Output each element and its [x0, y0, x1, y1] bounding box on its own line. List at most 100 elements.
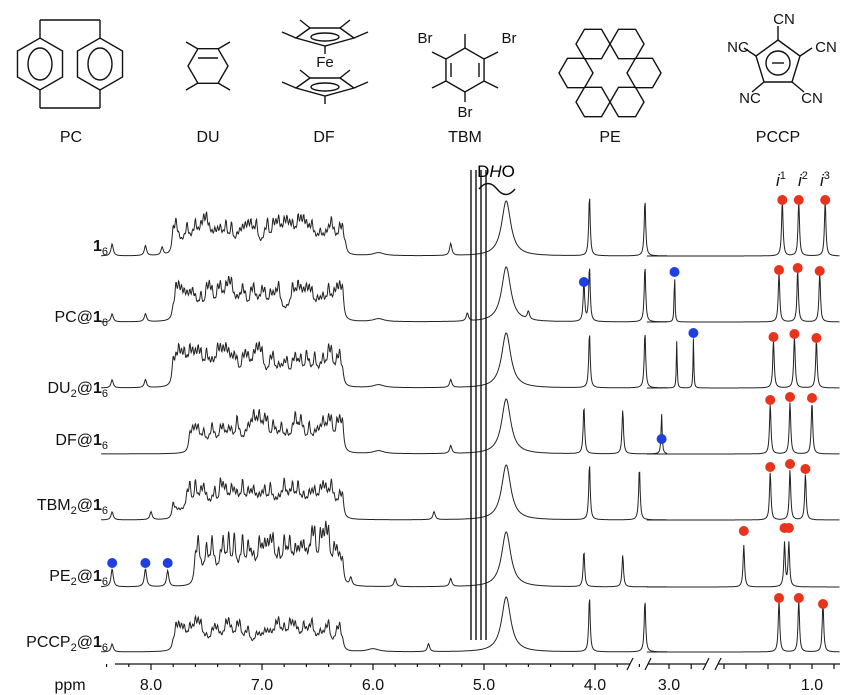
chemical-structures: [16, 19, 813, 118]
trace-2-panel-1: [646, 338, 719, 389]
peak-marker: [107, 558, 118, 568]
pccp-cn-label: CN: [773, 11, 795, 28]
df-cp-aromatic: [310, 82, 340, 92]
df-cp-ring: [294, 77, 356, 97]
peak-marker: [738, 526, 749, 536]
peak-marker: [818, 599, 828, 609]
trace-label-pe: PE2@16: [49, 568, 108, 588]
pe-ring: [558, 57, 594, 89]
trace-label-pccp: PCCP2@16: [26, 634, 108, 654]
abbr-df: DF: [313, 129, 335, 146]
trace-0-panel-2: [718, 200, 840, 257]
tick-label-3: 3.0: [658, 677, 680, 694]
pccp-cn-label: NC: [739, 90, 761, 107]
trace-4-panel-0: [101, 464, 668, 521]
peak-marker: [793, 593, 804, 603]
peak-marker: [785, 459, 795, 469]
axis-unit: ppm: [54, 677, 85, 694]
trace-label-tbm: TBM2@16: [37, 497, 108, 517]
tbm-br-label: Br: [502, 30, 517, 47]
abbr-pe: PE: [599, 129, 620, 146]
tick-label-4: 4.0: [584, 677, 606, 694]
df-methyl: [353, 81, 369, 89]
pccp-ring: [755, 39, 801, 83]
peak-marker: [793, 195, 804, 205]
trace-1-panel-2: [718, 271, 840, 323]
trace-label-du: DU2@16: [47, 380, 108, 400]
peak-marker: [807, 393, 817, 403]
trace-label-df: DF@16: [55, 432, 108, 452]
pccp-cn-bond: [743, 47, 757, 57]
peak-marker: [578, 277, 589, 287]
pccp-charge-circle: [765, 50, 791, 76]
abbr-pccp: PCCP: [756, 129, 800, 146]
peak-marker: [774, 265, 784, 275]
df-cp-ring: [294, 27, 356, 47]
df-methyl: [339, 69, 351, 79]
trace-label-pc: PC@16: [55, 309, 109, 329]
peak-marker: [765, 462, 776, 472]
axis-break: [714, 657, 722, 671]
tick-label-1: 1.0: [801, 677, 823, 694]
trace-2-panel-0: [101, 332, 668, 389]
peak-marker: [669, 267, 680, 277]
trace-1-panel-1: [646, 279, 719, 323]
tick-label-6: 6.0: [362, 677, 384, 694]
peak-marker: [785, 392, 795, 402]
pccp-cn-bond: [751, 81, 765, 93]
abbr-du: DU: [196, 129, 219, 146]
tbm-methyl: [483, 80, 499, 89]
axis-break: [702, 657, 710, 671]
du-methyl: [217, 82, 231, 91]
peak-marker: [774, 593, 784, 603]
df-methyl: [281, 81, 297, 89]
axis-break: [644, 657, 652, 671]
peak-marker: [800, 464, 811, 474]
pe-ring: [609, 28, 645, 60]
du-methyl: [185, 41, 199, 50]
df-methyl: [299, 19, 311, 29]
df-methyl: [281, 31, 297, 39]
pccp-cn-label: CN: [801, 90, 823, 107]
pccp-cn-bond: [791, 81, 805, 93]
axis-break: [626, 657, 634, 671]
axis-labels: ppm 8.0 7.0 6.0 5.0 4.0 3.0 1.0: [54, 677, 823, 694]
peak-marker: [765, 395, 776, 405]
peak-marker: [656, 434, 667, 444]
trace-5-panel-2: [718, 541, 840, 588]
abbr-tbm: TBM: [448, 129, 482, 146]
peak-markers: [107, 195, 831, 609]
trace-2-panel-2: [718, 335, 840, 389]
peak-marker: [162, 558, 173, 568]
tick-label-8: 8.0: [140, 677, 162, 694]
peak-marker: [688, 328, 699, 338]
structure-abbreviations: PC DU DF TBM PE PCCP: [60, 129, 800, 146]
tbm-bond: [431, 51, 447, 60]
pccp-cn-bond: [799, 47, 813, 57]
tbm-methyl: [431, 80, 447, 89]
trace-label-host: 16: [93, 238, 108, 258]
trace-1-panel-0: [101, 266, 668, 323]
trace-5-panel-0: [101, 520, 668, 588]
du-methyl: [217, 41, 231, 50]
trace-6-panel-0: [101, 596, 668, 653]
peak-labels: i1 i2 i3: [776, 170, 830, 190]
peak-label-i1: i1: [776, 170, 786, 190]
pe-ring: [575, 86, 611, 118]
pe-ring: [609, 86, 645, 118]
df-methyl: [353, 31, 369, 39]
du-methyl: [185, 82, 199, 91]
pe-ring: [575, 28, 611, 60]
abbr-pc: PC: [60, 129, 82, 146]
solvent-peak: [470, 170, 487, 640]
df-methyl: [299, 69, 311, 79]
peak-marker: [777, 195, 788, 205]
structure-atom-labels: Fe Br Br Br CN NC CN NC CN: [316, 11, 837, 121]
pc-ring-aromatic: [27, 47, 53, 81]
pc-ring: [76, 37, 124, 91]
trace-0-panel-0: [101, 198, 668, 257]
pc-ring: [16, 37, 64, 91]
pccp-cn-label: NC: [727, 39, 749, 56]
df-methyl: [339, 19, 351, 29]
